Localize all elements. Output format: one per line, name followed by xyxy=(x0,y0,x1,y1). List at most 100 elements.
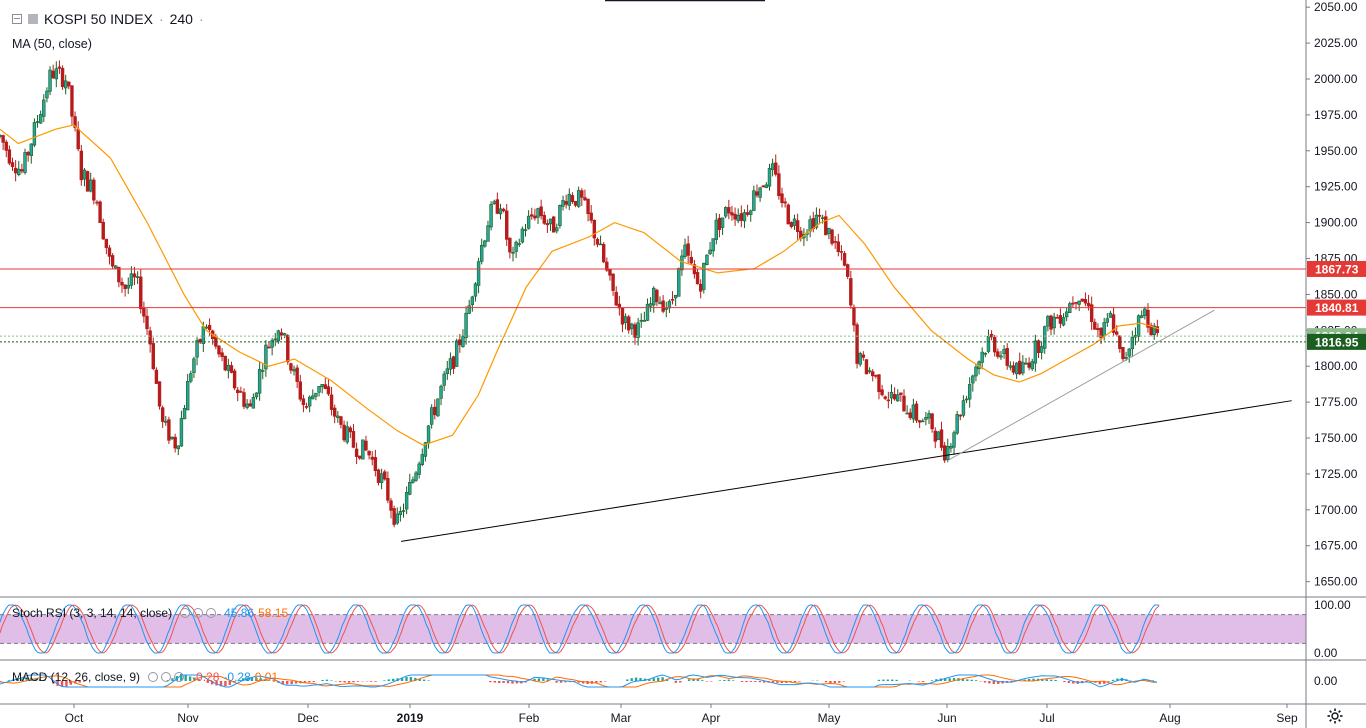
time-axis[interactable]: Oct Nov Dec 2019 Feb Mar Apr May Jun Jul Aug Sep xyxy=(0,703,1366,725)
candle-down xyxy=(329,387,334,416)
candle-up xyxy=(257,360,262,401)
candle-up xyxy=(1021,355,1025,376)
candle-up xyxy=(467,299,471,315)
candle-down xyxy=(777,165,781,200)
candle-up xyxy=(576,186,581,208)
candle-up xyxy=(999,350,1003,361)
candle-up xyxy=(245,399,249,410)
candle-up xyxy=(645,298,650,322)
time-tick-label: Dec xyxy=(297,711,318,725)
macd-histogram-bar xyxy=(498,681,501,684)
price-badge-1867.73: 1867.73 xyxy=(1307,260,1366,277)
macd-pane[interactable]: 0.00 xyxy=(0,673,1338,688)
macd-histogram-bar xyxy=(1032,678,1035,681)
candle-down xyxy=(351,424,356,449)
macd-histogram-bar xyxy=(952,678,956,681)
candle-down xyxy=(173,433,177,453)
candle-down xyxy=(761,184,765,188)
settings-icon[interactable] xyxy=(161,672,172,682)
interval-label[interactable]: 240 xyxy=(169,11,193,27)
candle-up xyxy=(827,227,831,240)
candle-down xyxy=(508,237,512,259)
candle-down xyxy=(342,420,346,443)
candle-up xyxy=(185,374,190,411)
candle-up xyxy=(1143,306,1147,320)
candle-up xyxy=(480,238,484,265)
candle-up xyxy=(905,405,909,415)
candle-up xyxy=(980,347,984,370)
time-tick-label: Feb xyxy=(519,711,540,725)
macd-histogram-bar xyxy=(1067,681,1071,683)
ma-indicator-label[interactable]: MA (50, close) xyxy=(12,37,92,51)
eye-icon[interactable] xyxy=(148,672,159,682)
close-icon[interactable] xyxy=(206,608,217,618)
candle-up xyxy=(858,351,862,367)
gear-icon[interactable] xyxy=(1326,707,1344,725)
candle-down xyxy=(1093,318,1097,330)
settings-icon[interactable] xyxy=(193,608,204,618)
macd-histogram-bar xyxy=(286,681,289,685)
stoch-rsi-pane[interactable]: 100.00 0.00 xyxy=(0,598,1351,660)
candle-down xyxy=(386,471,390,504)
candle-up xyxy=(264,340,268,377)
candle-up xyxy=(135,271,140,285)
stoch-rsi-title[interactable]: Stoch RSI (3, 3, 14, 14, close) xyxy=(12,606,173,620)
candle-down xyxy=(1011,361,1016,375)
macd-histogram-bar xyxy=(776,681,779,683)
candle-up xyxy=(176,445,180,456)
candle-down xyxy=(877,374,881,400)
candle-up xyxy=(1140,310,1144,319)
macd-histogram-bar xyxy=(405,677,408,681)
macd-histogram-bar xyxy=(661,677,664,681)
macd-histogram-bar xyxy=(762,681,766,683)
time-tick-label: Aug xyxy=(1159,711,1180,725)
candle-down xyxy=(1083,292,1088,307)
candle-down xyxy=(239,386,243,393)
candle-down xyxy=(892,387,897,401)
price-tick-label: 1700.00 xyxy=(1314,503,1358,517)
trendline-2 xyxy=(949,309,1215,461)
candle-up xyxy=(520,226,525,244)
macd-histogram-bar xyxy=(687,679,691,681)
candle-up xyxy=(164,415,168,426)
candle-up xyxy=(336,411,340,423)
macd-histogram-bar xyxy=(330,680,333,681)
candle-up xyxy=(182,404,187,420)
price-axis[interactable]: 1650.00 1675.00 1700.00 1725.00 1750.00 1775.… xyxy=(1305,0,1366,728)
candle-down xyxy=(1089,296,1094,331)
candle-up xyxy=(702,262,706,294)
candle-up xyxy=(967,377,972,408)
macd-histogram-bar xyxy=(308,681,311,683)
candle-up xyxy=(442,370,446,392)
candle-down xyxy=(298,375,302,402)
candle-up xyxy=(526,210,531,230)
close-icon[interactable] xyxy=(174,672,185,682)
macd-histogram-bar xyxy=(511,681,514,684)
macd-controls xyxy=(148,672,185,682)
collapse-icon[interactable] xyxy=(12,14,22,24)
macd-histogram-bar xyxy=(250,677,254,681)
macd-histogram-bar xyxy=(219,681,223,687)
symbol-name[interactable]: KOSPI 50 INDEX xyxy=(44,11,153,27)
trendline-1 xyxy=(401,400,1292,542)
header-separator: · xyxy=(158,11,164,27)
macd-title[interactable]: MACD (12, 26, close, 9) xyxy=(12,670,141,684)
candle-up xyxy=(664,301,668,318)
candle-down xyxy=(855,322,859,369)
price-pane[interactable] xyxy=(0,0,1366,661)
candle-up xyxy=(445,360,450,380)
candle-up xyxy=(408,473,412,496)
macd-histogram-bar xyxy=(630,678,633,681)
eye-icon[interactable] xyxy=(180,608,191,618)
candle-up xyxy=(423,441,428,462)
svg-text:1816.95: 1816.95 xyxy=(1315,335,1359,349)
candle-down xyxy=(286,334,290,365)
candle-up xyxy=(1033,334,1038,372)
candle-down xyxy=(376,468,381,486)
candle-up xyxy=(623,313,628,330)
macd-histogram-bar xyxy=(374,681,377,682)
candle-up xyxy=(949,442,953,453)
macd-histogram-bar xyxy=(639,677,642,681)
price-tick-label: 1725.00 xyxy=(1314,467,1358,481)
